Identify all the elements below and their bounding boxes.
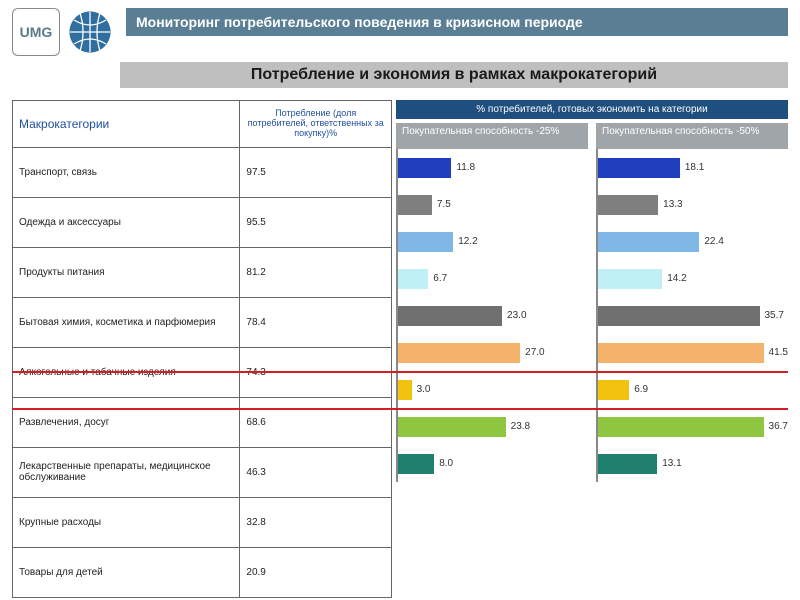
table-row: Лекарственные препараты, медицинское обс… [13, 447, 392, 497]
bar [398, 380, 412, 400]
row-consumption: 78.4 [240, 297, 392, 347]
bar-row: 14.2 [596, 260, 788, 297]
bar [398, 269, 428, 289]
page-title: Мониторинг потребительского поведения в … [126, 8, 788, 36]
bar-value-label: 23.8 [511, 421, 530, 432]
table-row: Продукты питания81.2 [13, 247, 392, 297]
bar-value-label: 3.0 [417, 384, 431, 395]
bar-row: 6.7 [396, 260, 588, 297]
bar [598, 269, 662, 289]
bar-value-label: 27.0 [525, 347, 544, 358]
table-row: Одежда и аксессуары95.5 [13, 197, 392, 247]
bar-value-label: 7.5 [437, 199, 451, 210]
bar-row: 11.8 [396, 149, 588, 186]
table-row: Крупные расходы32.8 [13, 497, 392, 547]
bar-row: 3.0 [396, 371, 588, 408]
bar-value-label: 35.7 [765, 310, 784, 321]
page-subtitle: Потребление и экономия в рамках макрокат… [120, 62, 788, 88]
row-consumption: 20.9 [240, 547, 392, 597]
macro-table: Макрокатегории Потребление (доля потреби… [12, 100, 392, 598]
bar [598, 454, 657, 474]
bar [598, 158, 680, 178]
bar-row: 7.5 [396, 186, 588, 223]
row-name: Крупные расходы [13, 497, 240, 547]
bar-value-label: 6.7 [433, 273, 447, 284]
bar [598, 306, 760, 326]
row-name: Развлечения, досуг [13, 397, 240, 447]
chart-col-50-header: Покупательная способность -50% [596, 123, 788, 149]
bar-row: 27.0 [396, 334, 588, 371]
row-name: Транспорт, связь [13, 147, 240, 197]
bar-value-label: 36.7 [769, 421, 788, 432]
bar [598, 417, 764, 437]
bar-value-label: 11.8 [456, 162, 475, 173]
bar-value-label: 13.1 [662, 458, 681, 469]
bar-row: 13.3 [596, 186, 788, 223]
bar-value-label: 22.4 [704, 236, 723, 247]
bar-value-label: 13.3 [663, 199, 682, 210]
bar-row: 22.4 [596, 223, 788, 260]
bar-value-label: 12.2 [458, 236, 477, 247]
bar [598, 343, 764, 363]
bar-row: 8.0 [396, 445, 588, 482]
row-name: Одежда и аксессуары [13, 197, 240, 247]
bar-row: 23.8 [396, 408, 588, 445]
table-row: Товары для детей20.9 [13, 547, 392, 597]
row-consumption: 46.3 [240, 447, 392, 497]
logo-globe-icon [66, 8, 114, 56]
bar-row: 23.0 [396, 297, 588, 334]
row-consumption: 81.2 [240, 247, 392, 297]
bar-value-label: 23.0 [507, 310, 526, 321]
bar [398, 306, 502, 326]
bar-row: 36.7 [596, 408, 788, 445]
bar [398, 195, 432, 215]
bar-value-label: 8.0 [439, 458, 453, 469]
bar-row: 13.1 [596, 445, 788, 482]
bar [598, 380, 629, 400]
bar-row: 41.5 [596, 334, 788, 371]
bar [398, 232, 453, 252]
chart-col-50: Покупательная способность -50% 18.1 13.3 2… [596, 123, 788, 598]
bar [398, 454, 434, 474]
chart-col-25-header: Покупательная способность -25% [396, 123, 588, 149]
bar-value-label: 6.9 [634, 384, 648, 395]
bar [398, 417, 506, 437]
row-consumption: 95.5 [240, 197, 392, 247]
logo-umg: UMG [12, 8, 60, 56]
bar [598, 232, 699, 252]
row-name: Продукты питания [13, 247, 240, 297]
table-row: Транспорт, связь97.5 [13, 147, 392, 197]
bar [398, 343, 520, 363]
table-header-value: Потребление (доля потребителей, ответств… [240, 101, 392, 148]
subtitle-bar: Потребление и экономия в рамках макрокат… [12, 62, 788, 88]
table-row: Развлечения, досуг68.6 [13, 397, 392, 447]
row-name: Товары для детей [13, 547, 240, 597]
row-consumption: 32.8 [240, 497, 392, 547]
table-header-name: Макрокатегории [13, 101, 240, 148]
bar [598, 195, 658, 215]
row-name: Бытовая химия, косметика и парфюмерия [13, 297, 240, 347]
bar-value-label: 18.1 [685, 162, 704, 173]
table-row: Бытовая химия, косметика и парфюмерия78.… [13, 297, 392, 347]
bar-row: 35.7 [596, 297, 788, 334]
bar-row: 12.2 [396, 223, 588, 260]
bar-value-label: 41.5 [769, 347, 788, 358]
chart-col-25: Покупательная способность -25% 11.8 7.5 12… [396, 123, 588, 598]
row-consumption: 97.5 [240, 147, 392, 197]
charts-header: % потребителей, готовых экономить на кат… [396, 100, 788, 119]
row-name: Лекарственные препараты, медицинское обс… [13, 447, 240, 497]
row-consumption: 68.6 [240, 397, 392, 447]
bar [398, 158, 451, 178]
bar-row: 6.9 [596, 371, 788, 408]
header: UMG Мониторинг потребительского поведени… [12, 8, 788, 56]
bar-value-label: 14.2 [667, 273, 686, 284]
bar-row: 18.1 [596, 149, 788, 186]
